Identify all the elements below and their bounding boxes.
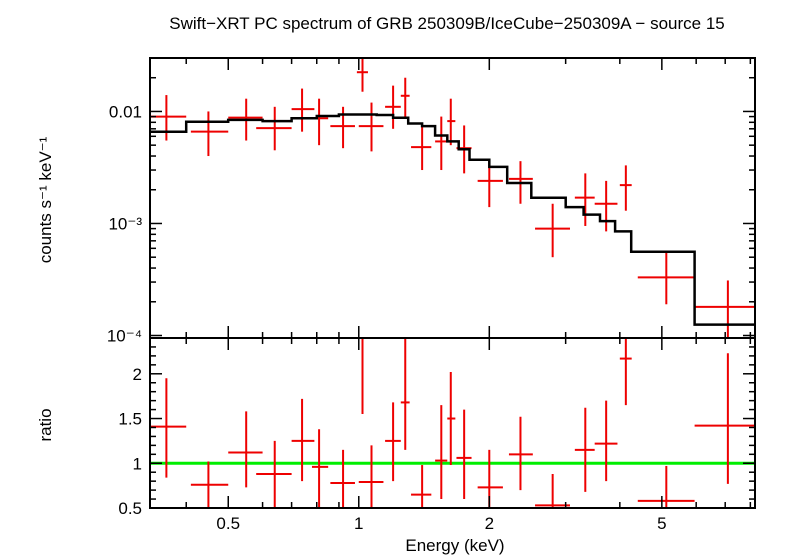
data-point-1 (150, 95, 187, 141)
data-point-5 (291, 88, 315, 132)
y-tick-label: 1.5 (118, 410, 142, 429)
y-tick-label: 0.01 (109, 102, 142, 121)
data-point-17 (508, 416, 533, 491)
y-tick-label: 10⁻³ (108, 214, 142, 233)
chart-title: Swift−XRT PC spectrum of GRB 250309B/Ice… (169, 14, 725, 33)
data-point-23 (694, 280, 755, 338)
spectrum-panel: 0.01 10⁻³ 10⁻⁴ (107, 57, 756, 346)
data-point-2 (190, 111, 229, 157)
panel-frame (149, 57, 756, 339)
data-point-21 (619, 338, 632, 406)
data-point-12 (411, 465, 432, 508)
y-tick-label: 10⁻⁴ (107, 327, 142, 346)
data-point-10 (385, 402, 401, 482)
data-point-4 (256, 106, 292, 151)
ratio-panel: 0.5 1 1.5 2 0.5 1 2 5 (118, 337, 756, 533)
data-point-8 (358, 102, 384, 152)
data-point-14 (447, 372, 456, 466)
data-point-4 (256, 440, 292, 508)
top-y-axis-label: counts s⁻¹ keV⁻¹ (36, 136, 55, 263)
data-point-9 (356, 58, 368, 92)
data-point-19 (574, 407, 595, 492)
data-point-20 (594, 400, 618, 482)
x-tick-label: 0.5 (216, 514, 240, 533)
data-point-16 (477, 449, 503, 508)
data-point-22 (637, 465, 695, 508)
data-point-13 (435, 116, 448, 171)
data-point-5 (291, 398, 315, 482)
data-point-3 (228, 411, 263, 488)
data-point-22 (637, 251, 695, 305)
y-tick-label: 0.5 (118, 499, 142, 518)
data-point-18 (535, 474, 570, 508)
x-tick-label: 1 (354, 514, 363, 533)
data-point-7 (330, 106, 355, 149)
bottom-y-axis-label: ratio (36, 408, 55, 441)
x-axis-label: Energy (keV) (405, 536, 504, 555)
data-point-11 (400, 77, 410, 117)
data-point-2 (190, 461, 229, 508)
data-point-21 (619, 165, 632, 211)
panel-frame (149, 337, 756, 509)
data-point-15 (456, 409, 472, 500)
data-point-10 (385, 85, 401, 129)
data-point-20 (594, 180, 618, 232)
data-point-19 (574, 173, 595, 226)
x-tick-label: 2 (485, 514, 494, 533)
data-point-7 (330, 449, 355, 508)
data-point-13 (435, 405, 448, 500)
data-point-9 (358, 445, 384, 508)
data-point-6 (311, 98, 329, 146)
x-tick-label: 5 (657, 514, 666, 533)
data-point-11 (400, 338, 410, 450)
data-point-1 (150, 378, 187, 478)
y-tick-label: 1 (133, 454, 142, 473)
data-point-14 (447, 98, 456, 146)
data-point-12 (411, 125, 432, 171)
y-tick-label: 2 (133, 365, 142, 384)
data-point-6 (311, 429, 329, 508)
data-point-23 (694, 353, 755, 484)
data-point-18 (535, 203, 570, 258)
model-step-line (150, 113, 755, 326)
